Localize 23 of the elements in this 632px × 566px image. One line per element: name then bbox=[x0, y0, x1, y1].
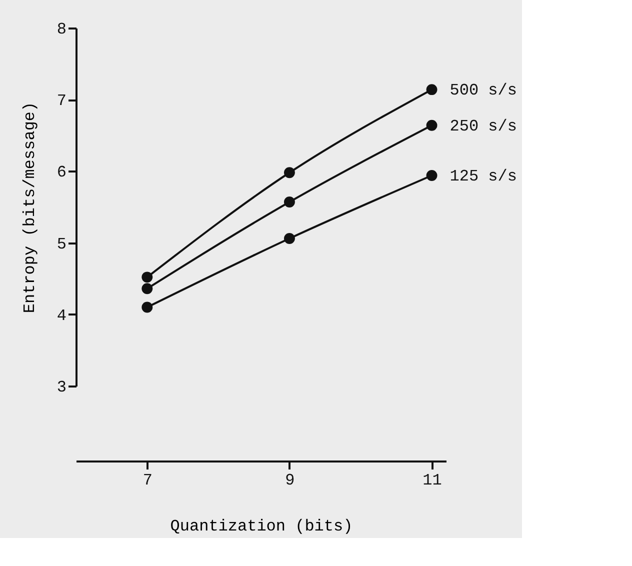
x-axis-title: Quantization (bits) bbox=[170, 518, 353, 536]
point bbox=[284, 233, 295, 244]
series-label: 500 s/s bbox=[450, 82, 517, 100]
point bbox=[284, 167, 295, 178]
point bbox=[142, 302, 153, 313]
y-tick-label: 4 bbox=[56, 306, 66, 325]
x-tick-label: 7 bbox=[142, 472, 152, 490]
point bbox=[142, 272, 153, 283]
point bbox=[426, 120, 438, 131]
point bbox=[284, 196, 295, 208]
y-tick-label: 6 bbox=[56, 164, 66, 182]
series-label: 250 s/s bbox=[450, 117, 517, 136]
y-tick-label: 7 bbox=[56, 92, 66, 110]
x-tick-label: 9 bbox=[285, 472, 295, 490]
point bbox=[426, 170, 438, 181]
point bbox=[142, 283, 153, 294]
y-axis-title: Entropy (bits/message) bbox=[20, 102, 39, 314]
y-tick-label: 8 bbox=[56, 20, 66, 38]
y-tick-label: 3 bbox=[56, 378, 66, 396]
x-tick-label: 11 bbox=[422, 472, 442, 490]
point bbox=[426, 84, 438, 96]
y-tick-label: 5 bbox=[56, 235, 66, 254]
series-label: 125 s/s bbox=[450, 167, 517, 186]
